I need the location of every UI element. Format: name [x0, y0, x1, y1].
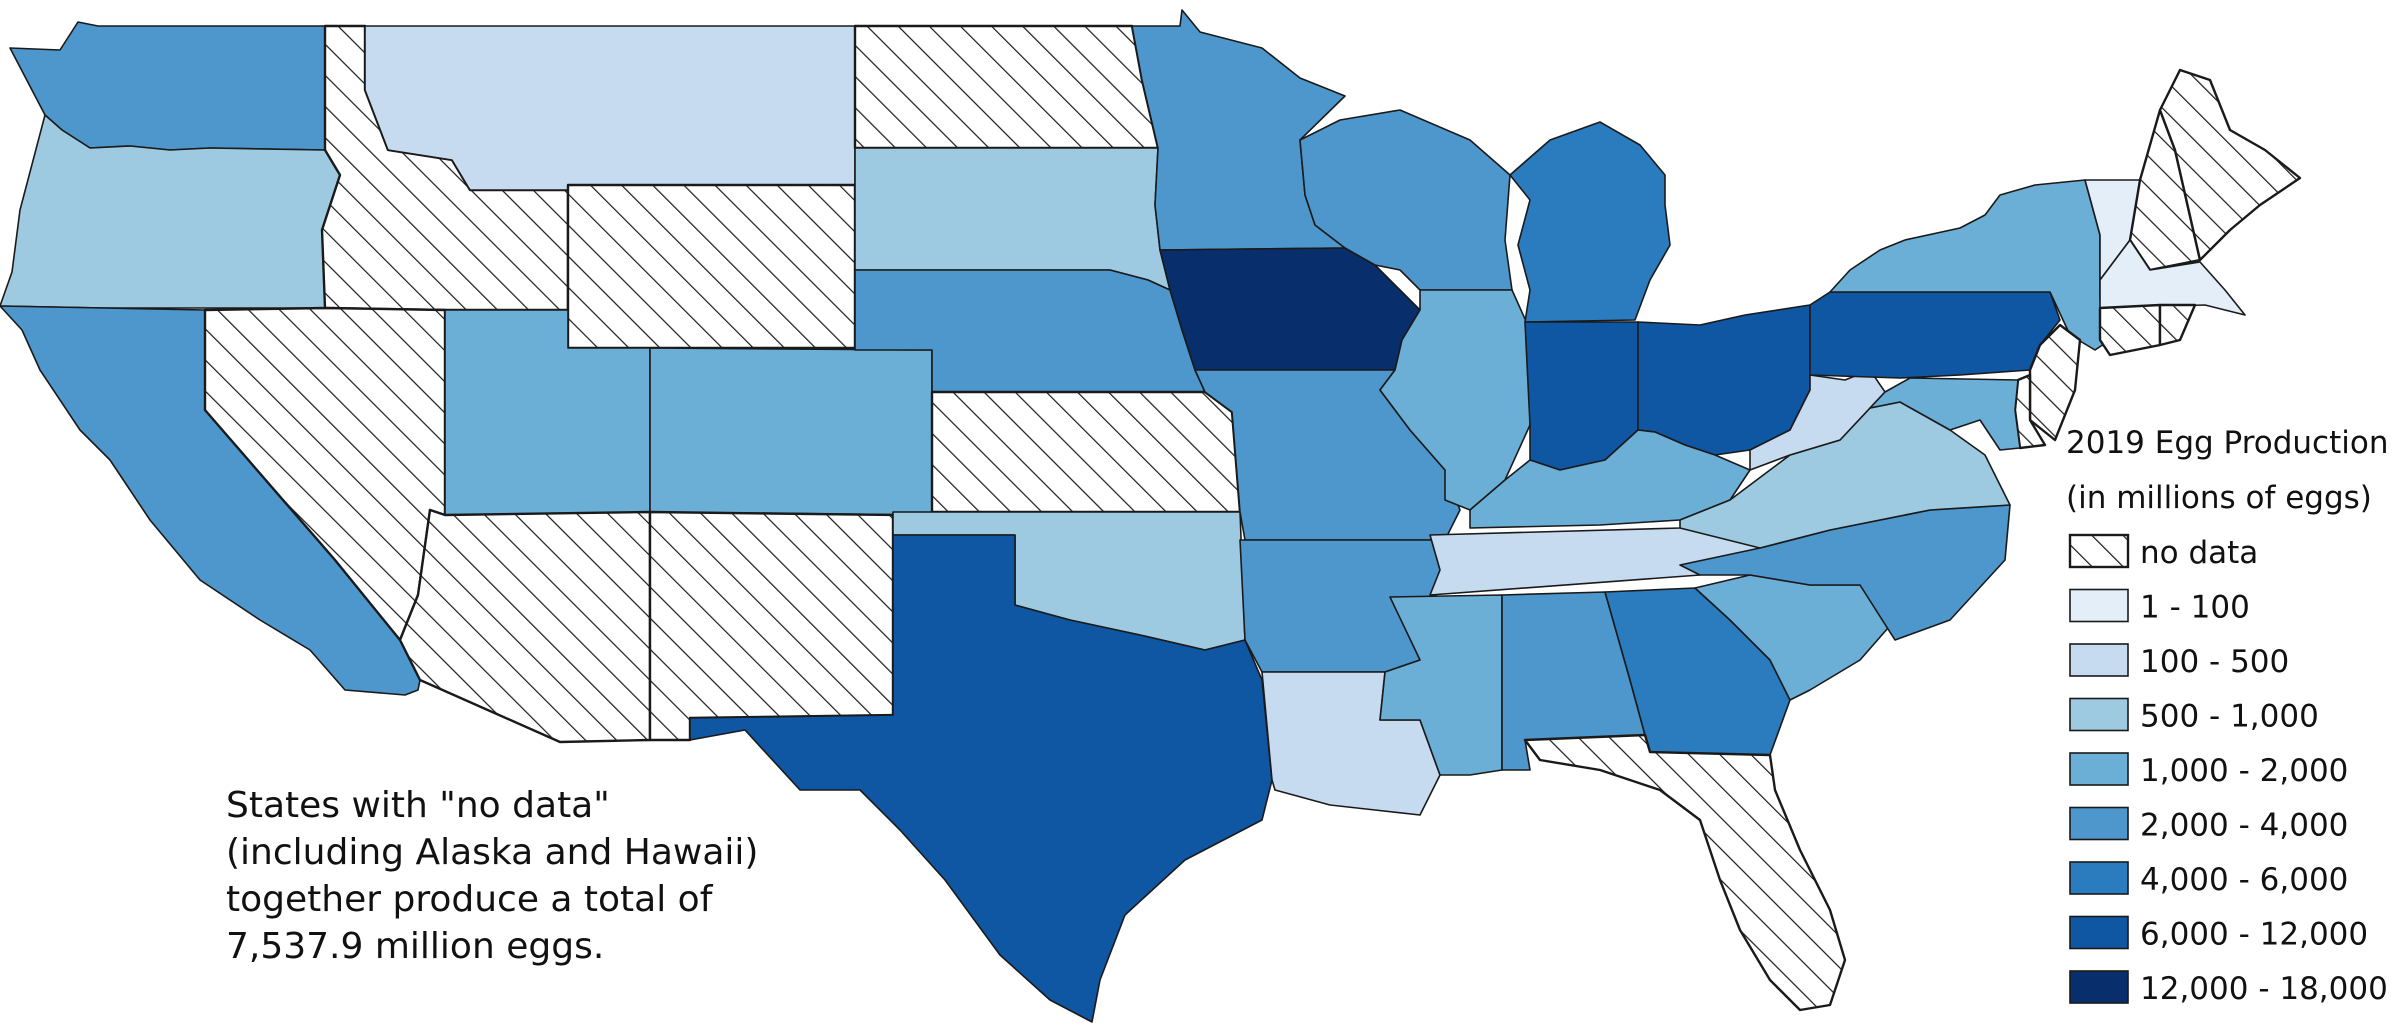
- state-michigan: [1509, 121, 1671, 323]
- legend-swatch: [2069, 588, 2129, 623]
- note-line-1: States with "no data": [226, 785, 610, 826]
- state-connecticut: [2098, 303, 2162, 357]
- state-arizona: [398, 508, 652, 744]
- legend-label: 6,000 - 12,000: [2140, 917, 2368, 953]
- legend-swatch: [2069, 643, 2129, 677]
- legend-swatch: [2069, 806, 2129, 841]
- note-line-4: 7,537.9 million eggs.: [226, 926, 605, 967]
- state-colorado: [649, 347, 933, 516]
- note-line-2: (including Alaska and Hawaii): [226, 832, 759, 873]
- state-kentucky: [1469, 429, 1751, 529]
- state-maryland: [1869, 377, 2021, 451]
- legend-label: 1 - 100: [2140, 590, 2250, 626]
- legend-label: 4,000 - 6,000: [2140, 862, 2348, 898]
- states-layer: [0, 9, 2302, 1023]
- state-kansas: [930, 390, 1242, 514]
- legend-label: 2,000 - 4,000: [2140, 808, 2348, 844]
- state-wyoming: [566, 183, 857, 350]
- note-line-3: together produce a total of: [226, 879, 713, 920]
- map-legend: 2019 Egg Production (in millions of eggs…: [2066, 425, 2388, 1007]
- state-florida: [1523, 733, 1847, 1012]
- legend-title: 2019 Egg Production: [2066, 425, 2388, 461]
- state-rhode-island: [2158, 303, 2197, 347]
- legend-swatch: [2069, 970, 2129, 1004]
- state-texas: [689, 534, 1273, 1023]
- legend-label: 12,000 - 18,000: [2140, 971, 2388, 1007]
- state-new-mexico: [648, 510, 895, 742]
- legend-label: 100 - 500: [2140, 644, 2289, 680]
- state-south-dakota: [854, 147, 1171, 291]
- legend-label: 500 - 1,000: [2140, 699, 2319, 735]
- state-maine: [2158, 68, 2302, 262]
- legend-swatch: [2069, 861, 2129, 895]
- legend-swatch: [2069, 752, 2129, 786]
- legend-items: no data 1 - 100 100 - 500 500 - 1,000 1,000 …: [2068, 533, 2388, 1007]
- state-north-dakota: [853, 24, 1160, 150]
- legend-swatch: [2069, 915, 2129, 950]
- legend-subtitle: (in millions of eggs): [2066, 480, 2372, 516]
- legend-swatch: [2068, 533, 2130, 569]
- state-pennsylvania: [1809, 291, 2061, 379]
- state-new-york: [1829, 179, 2111, 351]
- state-west-virginia: [1749, 369, 1886, 471]
- no-data-note: States with "no data" (including Alaska …: [226, 782, 766, 970]
- legend-swatch: [2069, 697, 2129, 732]
- legend-label: no data: [2140, 535, 2258, 571]
- legend-label: 1,000 - 2,000: [2140, 753, 2348, 789]
